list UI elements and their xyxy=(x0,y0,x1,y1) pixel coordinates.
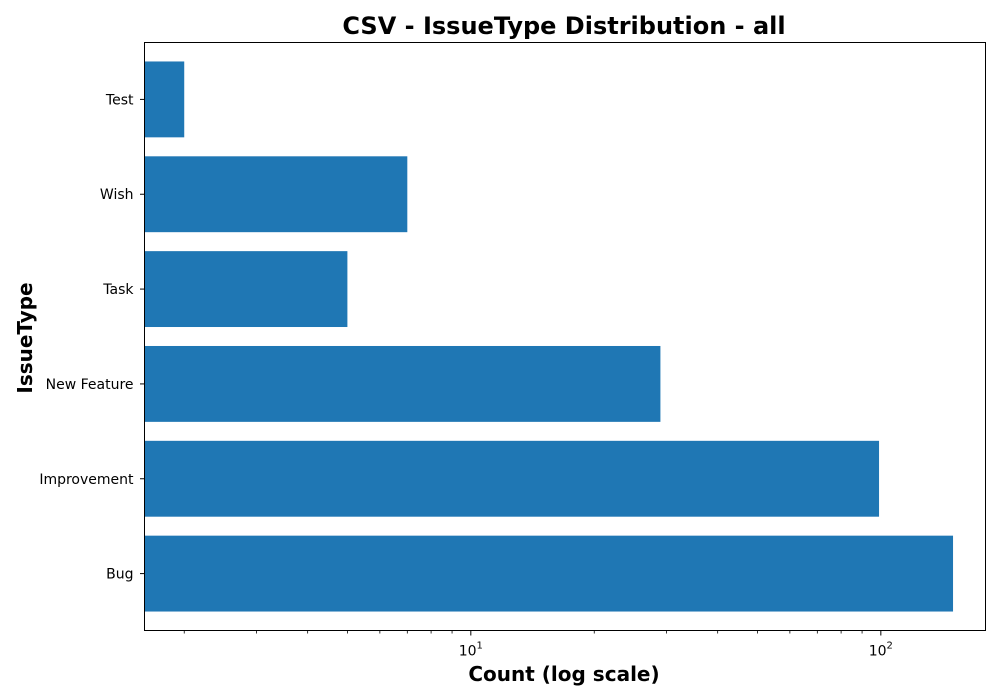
y-axis-label: IssueType xyxy=(13,282,37,393)
bars-group xyxy=(144,61,954,612)
x-ticks-group: 101 102 xyxy=(183,630,893,660)
x-tick-label: 101 xyxy=(459,641,483,660)
y-tick-label: Bug xyxy=(106,567,133,583)
y-tick-label: New Feature xyxy=(46,377,134,393)
chart-title: CSV - IssueType Distribution - all xyxy=(342,12,785,40)
x-axis-label: Count (log scale) xyxy=(468,662,659,686)
bar-bug xyxy=(144,535,954,612)
x-tick-label: 102 xyxy=(869,641,893,660)
bar-new-feature xyxy=(144,345,661,422)
y-tick-label: Wish xyxy=(100,187,134,203)
bar-improvement xyxy=(144,440,880,517)
y-tick-label: Improvement xyxy=(39,472,134,488)
y-tick-label: Test xyxy=(105,92,134,108)
plot-frame xyxy=(144,42,986,631)
bar-wish xyxy=(144,156,408,233)
y-tick-label: Task xyxy=(102,282,134,298)
y-ticks-group: Bug Improvement New Feature Task Wish Test xyxy=(39,92,145,583)
bar-task xyxy=(144,251,348,328)
bar-test xyxy=(144,61,185,138)
